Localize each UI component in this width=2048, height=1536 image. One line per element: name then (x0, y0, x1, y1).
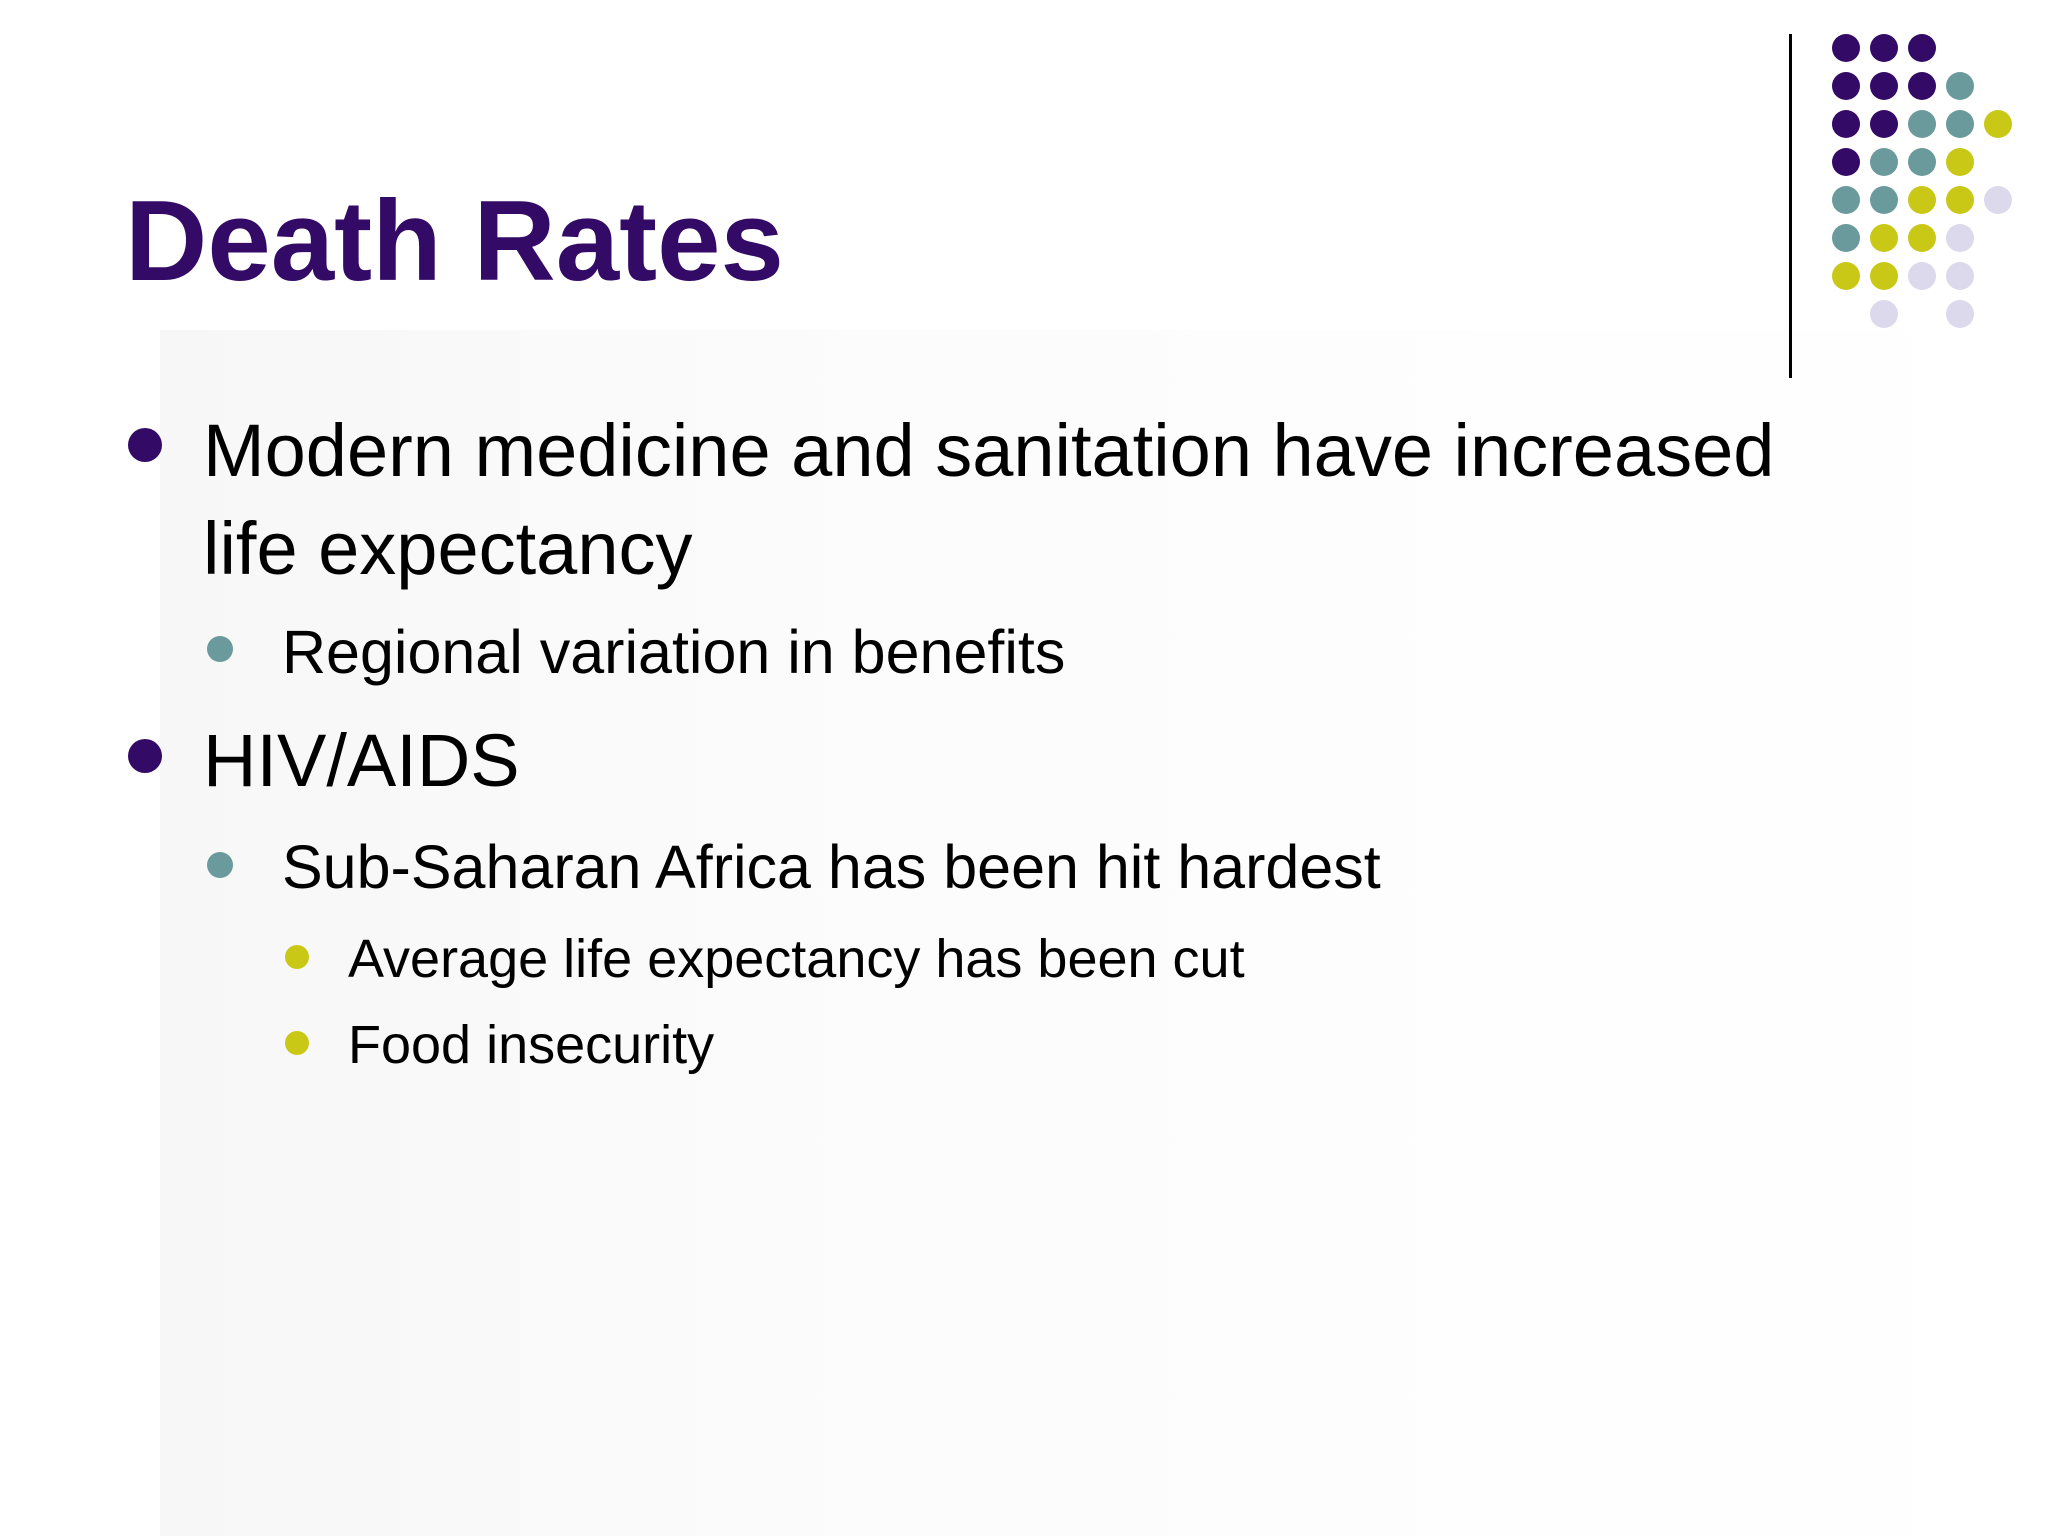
dot (1908, 224, 1936, 252)
dot (1870, 186, 1898, 214)
dot (1908, 34, 1936, 62)
dot (1984, 110, 2012, 138)
dot (1870, 110, 1898, 138)
dot (1870, 300, 1898, 328)
dot (1946, 262, 1974, 290)
dot (1946, 300, 1974, 328)
dot (1946, 72, 1974, 100)
slide-title: Death Rates (125, 178, 784, 305)
bullet-text-level3: Food insecurity (348, 1015, 715, 1075)
bullet-icon (207, 852, 233, 878)
dot (1946, 186, 1974, 214)
dot (1946, 148, 1974, 176)
dot (1870, 148, 1898, 176)
bullet-text-level3: Average life expectancy has been cut (348, 929, 1245, 989)
dot (1908, 110, 1936, 138)
dot (1908, 148, 1936, 176)
bullet-text-level1: Modern medicine and sanitation have incr… (203, 409, 1775, 492)
dot (1908, 186, 1936, 214)
dot (1946, 110, 1974, 138)
dot (1832, 34, 1860, 62)
dot (1984, 186, 2012, 214)
dot (1870, 224, 1898, 252)
dot (1832, 148, 1860, 176)
bullet-icon (207, 636, 233, 662)
bullet-icon (128, 428, 162, 462)
dot (1832, 262, 1860, 290)
dot (1870, 34, 1898, 62)
dot (1832, 110, 1860, 138)
bullet-text-level1-continued: life expectancy (203, 507, 693, 590)
dot (1832, 72, 1860, 100)
background-gradient (160, 330, 2048, 1536)
bullet-text-level2: Sub-Saharan Africa has been hit hardest (282, 833, 1381, 901)
bullet-icon (285, 945, 309, 969)
bullet-icon (285, 1031, 309, 1055)
dot (1870, 72, 1898, 100)
dot (1870, 262, 1898, 290)
dot (1832, 224, 1860, 252)
dot (1832, 186, 1860, 214)
bullet-icon (128, 739, 162, 773)
dot (1908, 262, 1936, 290)
dot (1908, 72, 1936, 100)
bullet-text-level1: HIV/AIDS (203, 719, 520, 802)
bullet-text-level2: Regional variation in benefits (282, 618, 1066, 686)
dot (1946, 224, 1974, 252)
divider-line (1789, 34, 1792, 378)
